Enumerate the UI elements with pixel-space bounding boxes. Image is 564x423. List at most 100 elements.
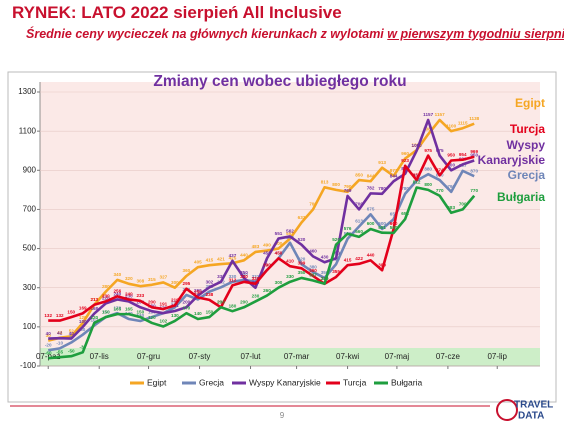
data-label: 168 [90,306,98,311]
data-label: 302 [206,280,214,285]
data-label: 300 [275,280,283,285]
data-label: 675 [367,207,375,212]
data-label: 844 [390,173,398,178]
data-label: 1157 [435,112,445,117]
data-label: 320 [125,276,133,281]
data-label: 960 [401,151,409,156]
data-label: 213 [90,297,98,302]
data-label: 551 [286,231,294,236]
data-label: 60 [80,327,86,332]
series-end-label: Wyspy [507,138,546,152]
series-line [48,186,476,360]
data-label: 450 [275,251,283,256]
y-tick-label: -100 [20,361,37,370]
data-label: 238 [206,292,214,297]
x-tick-label: 07-maj [385,352,410,361]
data-label: 40 [46,331,52,336]
data-label: 415 [206,257,214,262]
y-tick-label: 500 [23,244,37,253]
data-label: 315 [148,277,156,282]
data-label: 210 [171,298,179,303]
data-label: 520 [298,237,306,242]
data-label: 44 [57,330,63,335]
data-label: 350 [240,270,248,275]
subtitle-text: Średnie ceny wycieczek na głównych kieru… [26,27,384,41]
data-label: 213 [90,297,98,302]
data-label: 450 [263,251,271,256]
data-label: 169 [79,306,87,311]
data-label: 812 [413,180,421,185]
data-label: 389 [378,263,386,268]
data-label: -55 [56,349,63,354]
data-label: 700 [459,202,467,207]
y-tick-label: 700 [23,205,37,214]
data-label: 1115 [458,120,468,125]
data-label: 874 [436,168,444,173]
data-label: 700 [309,202,317,207]
plot-band [40,348,540,366]
data-label: 420 [298,256,306,261]
data-label: 562 [286,229,294,234]
data-label: 140 [194,311,202,316]
data-label: 399 [298,261,306,266]
data-label: 415 [344,257,352,262]
data-label: 240 [113,292,121,297]
data-label: 437 [229,253,237,258]
data-label: -50 [68,348,75,353]
data-label: 1157 [423,112,433,117]
data-label: 422 [355,256,363,261]
data-label: 483 [252,244,260,249]
data-label: 770 [436,188,444,193]
legend-label: Turcja [343,377,367,387]
data-label: -60 [45,350,52,355]
x-tick-label: 07-cze [436,352,461,361]
data-label: 1084 [423,126,434,131]
legend-label: Grecja [199,377,224,387]
data-label: 969 [470,149,478,154]
data-label: 233 [136,293,144,298]
x-tick-label: 07-lip [487,352,507,361]
data-label: 580 [390,225,398,230]
data-label: 280 [102,284,110,289]
x-tick-label: 07-sty [189,352,211,361]
data-label: 200 [171,300,179,305]
data-label: 200 [217,300,225,305]
data-label: -10 [56,341,63,346]
data-label: -30 [79,345,86,350]
data-label: 780 [401,186,409,191]
data-label: 800 [332,182,340,187]
legend-label: Bułgaria [391,377,422,387]
data-label: 700 [355,202,363,207]
data-label: 330 [286,274,294,279]
data-label: 950 [447,153,455,158]
data-label: 120 [90,315,98,320]
data-label: 360 [309,268,317,273]
data-label: 782 [367,186,375,191]
x-tick-label: 07-lut [241,352,262,361]
data-label: 165 [113,306,121,311]
logo-text: DATA [518,411,544,422]
data-label: 30 [46,333,52,338]
data-label: 132 [44,313,52,318]
data-label: 107 [90,318,98,323]
series-end-label: Kanaryjskie [478,153,546,167]
data-label: 340 [240,272,248,277]
data-label: 450 [332,251,340,256]
data-label: 410 [286,258,294,263]
data-label: 230 [252,294,260,299]
data-label: 350 [298,270,306,275]
data-label: 330 [217,274,225,279]
data-label: 954 [459,152,467,157]
data-label: 320 [321,276,329,281]
y-tick-label: 900 [23,165,37,174]
data-label: 651 [401,211,409,216]
data-label: 330 [229,274,237,279]
data-label: 230 [102,294,110,299]
data-label: 380 [309,264,317,269]
data-label: 52 [69,328,75,333]
data-label: 600 [378,221,386,226]
x-tick-label: 07-kwi [336,352,359,361]
data-label: 390 [263,262,271,267]
data-label: 405 [194,259,202,264]
